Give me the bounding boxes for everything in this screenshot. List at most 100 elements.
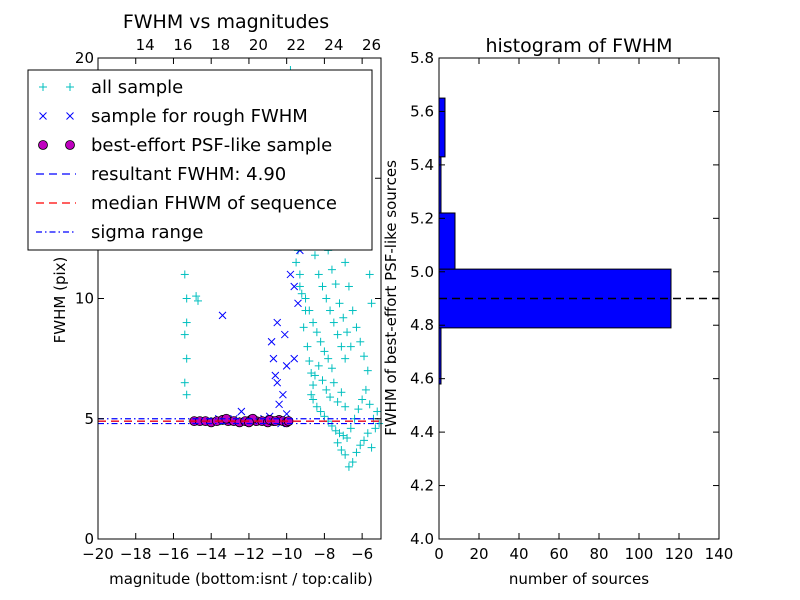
legend-marker-2-a — [38, 140, 48, 150]
rough-fwhm-point-11-b — [290, 282, 299, 291]
all-sample-point-75 — [348, 306, 357, 315]
all-sample-point-33 — [297, 289, 306, 298]
histogram-x-label: number of sources — [509, 570, 649, 588]
x-tick-label-1: −18 — [120, 545, 152, 563]
hist-x-tick-label-5: 100 — [625, 545, 654, 563]
all-sample-point-95 — [365, 400, 374, 409]
all-sample-point-46 — [316, 337, 325, 346]
hist-y-tick-label-4: 4.8 — [410, 316, 434, 334]
hist-y-tick-label-5: 5.0 — [410, 263, 434, 281]
all-sample-point-53 — [318, 282, 327, 291]
all-sample-point-119 — [333, 438, 342, 447]
histogram-title: histogram of FWHM — [485, 35, 672, 57]
hist-y-tick-label-9: 5.8 — [410, 49, 434, 67]
rough-fwhm-point-6-b — [273, 318, 282, 327]
all-sample-point-114 — [360, 436, 369, 445]
all-sample-point-37 — [305, 357, 314, 366]
histogram-y-label: FWHM of best-effort PSF-like sources — [382, 160, 400, 436]
rough-fwhm-point-16-b — [282, 361, 291, 370]
all-sample-point-100 — [307, 390, 316, 399]
all-sample-point-0 — [180, 270, 189, 279]
rough-fwhm-point-7 — [280, 330, 289, 339]
rough-fwhm-point-9-b — [286, 270, 295, 279]
hist-x-tick-label-0: 0 — [434, 545, 444, 563]
rough-fwhm-point-4-b — [271, 371, 280, 380]
all-sample-point-109 — [341, 402, 350, 411]
all-sample-point-113 — [356, 441, 365, 450]
rough-fwhm-point-20 — [290, 354, 299, 363]
rough-fwhm-point-3 — [269, 354, 278, 363]
all-sample-point-78 — [360, 352, 369, 361]
all-sample-point-102 — [314, 361, 323, 370]
all-sample-point-43 — [305, 306, 314, 315]
legend-marker-1-a-b — [39, 112, 47, 120]
rough-fwhm-point-2 — [267, 337, 276, 346]
histogram-bar-2 — [438, 212, 456, 270]
legend-entry-1: sample for rough FWHM — [39, 106, 308, 127]
y-tick-label-1: 5 — [84, 410, 94, 428]
all-sample-point-52 — [314, 270, 323, 279]
all-sample-point-89 — [343, 433, 352, 442]
all-sample-point-42 — [301, 294, 310, 303]
all-sample-point-99 — [375, 419, 384, 428]
all-sample-point-54 — [322, 294, 331, 303]
all-sample-point-69 — [346, 342, 355, 351]
legend-entry-0: all sample — [39, 77, 183, 98]
rough-fwhm-point-6 — [273, 318, 282, 327]
scatter-reference-lines — [98, 418, 381, 425]
y-tick-label-4: 20 — [75, 49, 94, 67]
histogram-bar-4 — [438, 97, 446, 158]
scatter-title: FWHM vs magnitudes — [123, 11, 329, 33]
hist-y-tick-label-8: 5.6 — [410, 102, 434, 120]
top-tick-label-1: 16 — [173, 36, 192, 54]
all-sample-point-49 — [327, 364, 336, 373]
all-sample-point-93 — [358, 395, 367, 404]
scatter-x-label: magnitude (bottom:isnt / top:calib) — [109, 570, 373, 588]
all-sample-point-80 — [309, 395, 318, 404]
rough-fwhm-point-1 — [237, 407, 246, 416]
psf-like-point-22 — [244, 417, 254, 428]
top-axis-ticks: 14 16 18 20 22 24 26 — [136, 36, 381, 54]
rough-fwhm-point-19-b — [282, 410, 291, 418]
all-sample-point-56 — [329, 318, 338, 327]
all-sample-point-117 — [341, 450, 350, 459]
all-sample-point-58 — [337, 342, 346, 351]
all-sample-point-118 — [337, 446, 346, 455]
rough-fwhm-point-5-b — [273, 378, 282, 387]
rough-fwhm-point-9 — [286, 270, 295, 279]
histogram-bar-1 — [438, 268, 672, 329]
legend-entry-2: best-effort PSF-like sample — [38, 135, 332, 156]
legend-marker-2-b — [65, 140, 75, 150]
all-sample-point-1 — [182, 294, 191, 303]
legend-marker-1-b — [66, 112, 74, 120]
legend-entry-5: sigma range — [36, 222, 203, 243]
hist-y-tick-label-0: 4.0 — [410, 530, 434, 548]
hist-x-tick-label-6: 120 — [665, 545, 694, 563]
y-tick-label-0: 0 — [84, 530, 94, 548]
legend-marker-1-a — [39, 112, 47, 120]
rough-fwhm-point-11 — [290, 282, 299, 291]
all-sample-point-116 — [367, 443, 376, 452]
x-tick-label-0: −20 — [82, 545, 114, 563]
hist-y-tick-label-2: 4.4 — [410, 423, 434, 441]
all-sample-point-55 — [326, 306, 335, 315]
all-sample-point-110 — [344, 462, 353, 471]
all-sample-point-115 — [363, 429, 372, 438]
legend-marker-1-b-b — [66, 112, 74, 120]
all-sample-point-92 — [354, 405, 363, 414]
legend-label-2: best-effort PSF-like sample — [91, 135, 332, 156]
rough-fwhm-point-20-b — [290, 354, 299, 363]
all-sample-point-128 — [365, 270, 374, 279]
top-tick-label-6: 26 — [362, 36, 381, 54]
all-sample-point-111 — [348, 458, 357, 467]
hist-x-tick-label-4: 80 — [589, 545, 608, 563]
y-tick-label-2: 10 — [75, 290, 94, 308]
all-sample-point-76 — [352, 323, 361, 332]
all-sample-point-73 — [341, 258, 350, 267]
legend-box — [27, 69, 373, 251]
all-sample-point-7 — [192, 292, 201, 301]
top-tick-label-0: 14 — [136, 36, 155, 54]
legend-marker-0-b — [66, 83, 74, 91]
legend-label-4: median FHWM of sequence — [91, 193, 337, 214]
